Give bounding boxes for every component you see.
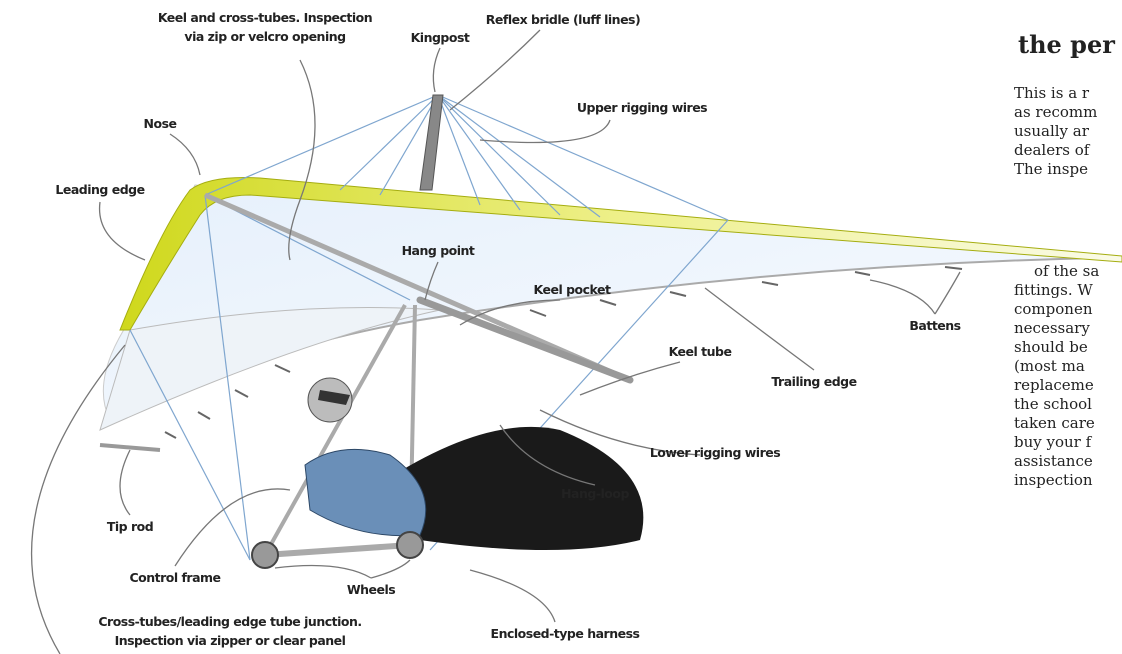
callout-label: Reflex bridle (luff lines): [486, 12, 640, 27]
leader-line: [499, 424, 596, 486]
downtube: [263, 304, 407, 556]
leader-line: [469, 569, 556, 623]
article-line: necessary: [1014, 319, 1090, 337]
callout-label: Kingpost: [411, 30, 470, 45]
article-line: as recomm: [1014, 103, 1098, 121]
leader-line: [449, 29, 541, 111]
callout-label: Keel pocket: [534, 282, 611, 297]
callout-label: Cross-tubes/leading edge tube junction.: [98, 614, 361, 629]
wire: [437, 94, 521, 211]
labels: Keel and cross-tubes. Inspection via zip …: [55, 10, 961, 648]
batten: [669, 291, 687, 297]
leader-line: [288, 59, 316, 261]
article-heading: the per: [1018, 30, 1115, 59]
batten: [599, 299, 617, 306]
leader-line: [479, 119, 611, 144]
article-line: inspection: [1014, 471, 1093, 489]
lower-surface: [99, 307, 441, 431]
keel-tube: [416, 296, 634, 384]
article-line: dealers of: [1014, 141, 1090, 159]
callout-label: Nose: [144, 116, 177, 131]
article-line: fittings. W: [1014, 281, 1093, 299]
wheel: [396, 531, 424, 559]
tip-rod: [99, 443, 161, 452]
kingpost: [419, 94, 444, 191]
callout-label: Battens: [909, 318, 960, 333]
callout-label: Control frame: [129, 570, 220, 585]
callout-label: Keel tube: [669, 344, 732, 359]
callout-label: Wheels: [347, 582, 395, 597]
callout-label: Upper rigging wires: [577, 100, 707, 115]
article-line: The inspe: [1014, 160, 1088, 178]
wire: [129, 329, 251, 561]
leader-line: [432, 47, 441, 93]
basebar: [264, 542, 411, 558]
batten: [944, 266, 963, 270]
leader-line: [30, 344, 126, 654]
wire: [379, 94, 439, 196]
callout-label: Tip rod: [107, 519, 153, 534]
callout-label: Inspection via zipper or clear panel: [115, 633, 346, 648]
leader-line: [459, 299, 561, 326]
leader-line: [704, 287, 815, 371]
batten: [164, 431, 177, 439]
article-line: componen: [1014, 300, 1093, 318]
callout-label: Lower rigging wires: [650, 445, 780, 460]
article-column: the per This is a r as recomm usually ar de…: [1012, 0, 1122, 654]
wire: [437, 94, 601, 218]
article-line: replaceme: [1014, 376, 1094, 394]
callout-label: Enclosed-type harness: [491, 626, 640, 641]
wheel: [251, 541, 279, 569]
battens: [164, 266, 963, 439]
keel: [204, 192, 631, 383]
wire: [437, 94, 481, 206]
callout-label: Leading edge: [55, 182, 144, 197]
article-line: buy your f: [1014, 433, 1092, 451]
leader-line: [98, 201, 146, 261]
article-line: taken care: [1014, 414, 1095, 432]
pilot-body: [304, 448, 427, 537]
callout-label: via zip or velcro opening: [184, 29, 345, 44]
callout-label: Keel and cross-tubes. Inspection: [158, 10, 372, 25]
leader-line: [119, 449, 131, 516]
callout-label: Hang-loop: [561, 486, 629, 501]
article-line: the school: [1014, 395, 1092, 413]
leader-line: [424, 261, 439, 301]
article-line: (most ma: [1014, 357, 1085, 375]
leader-line: [869, 271, 961, 315]
callout-label: Trailing edge: [771, 374, 856, 389]
callout-label: Hang point: [402, 243, 475, 258]
wire: [204, 94, 439, 196]
batten: [234, 389, 249, 398]
leader-lines: [30, 29, 961, 654]
article-line: of the sa: [1034, 262, 1100, 280]
batten: [274, 364, 291, 373]
batten: [197, 411, 211, 420]
leader-line: [539, 409, 701, 456]
wire: [437, 94, 561, 216]
glider: [99, 94, 1122, 569]
article-line: assistance: [1014, 452, 1093, 470]
leader-line: [174, 488, 291, 567]
leader-line: [169, 133, 201, 176]
batten: [761, 281, 779, 286]
leading-edge: [119, 177, 1122, 331]
leader-line: [274, 559, 411, 579]
article-line: usually ar: [1014, 122, 1089, 140]
wire: [437, 94, 729, 221]
leader-line: [579, 361, 681, 396]
wire: [339, 94, 439, 191]
article-line: should be: [1014, 338, 1088, 356]
wire: [204, 194, 251, 561]
visor: [318, 390, 350, 405]
article-line: This is a r: [1014, 84, 1090, 102]
batten: [854, 271, 871, 276]
batten: [529, 309, 547, 317]
